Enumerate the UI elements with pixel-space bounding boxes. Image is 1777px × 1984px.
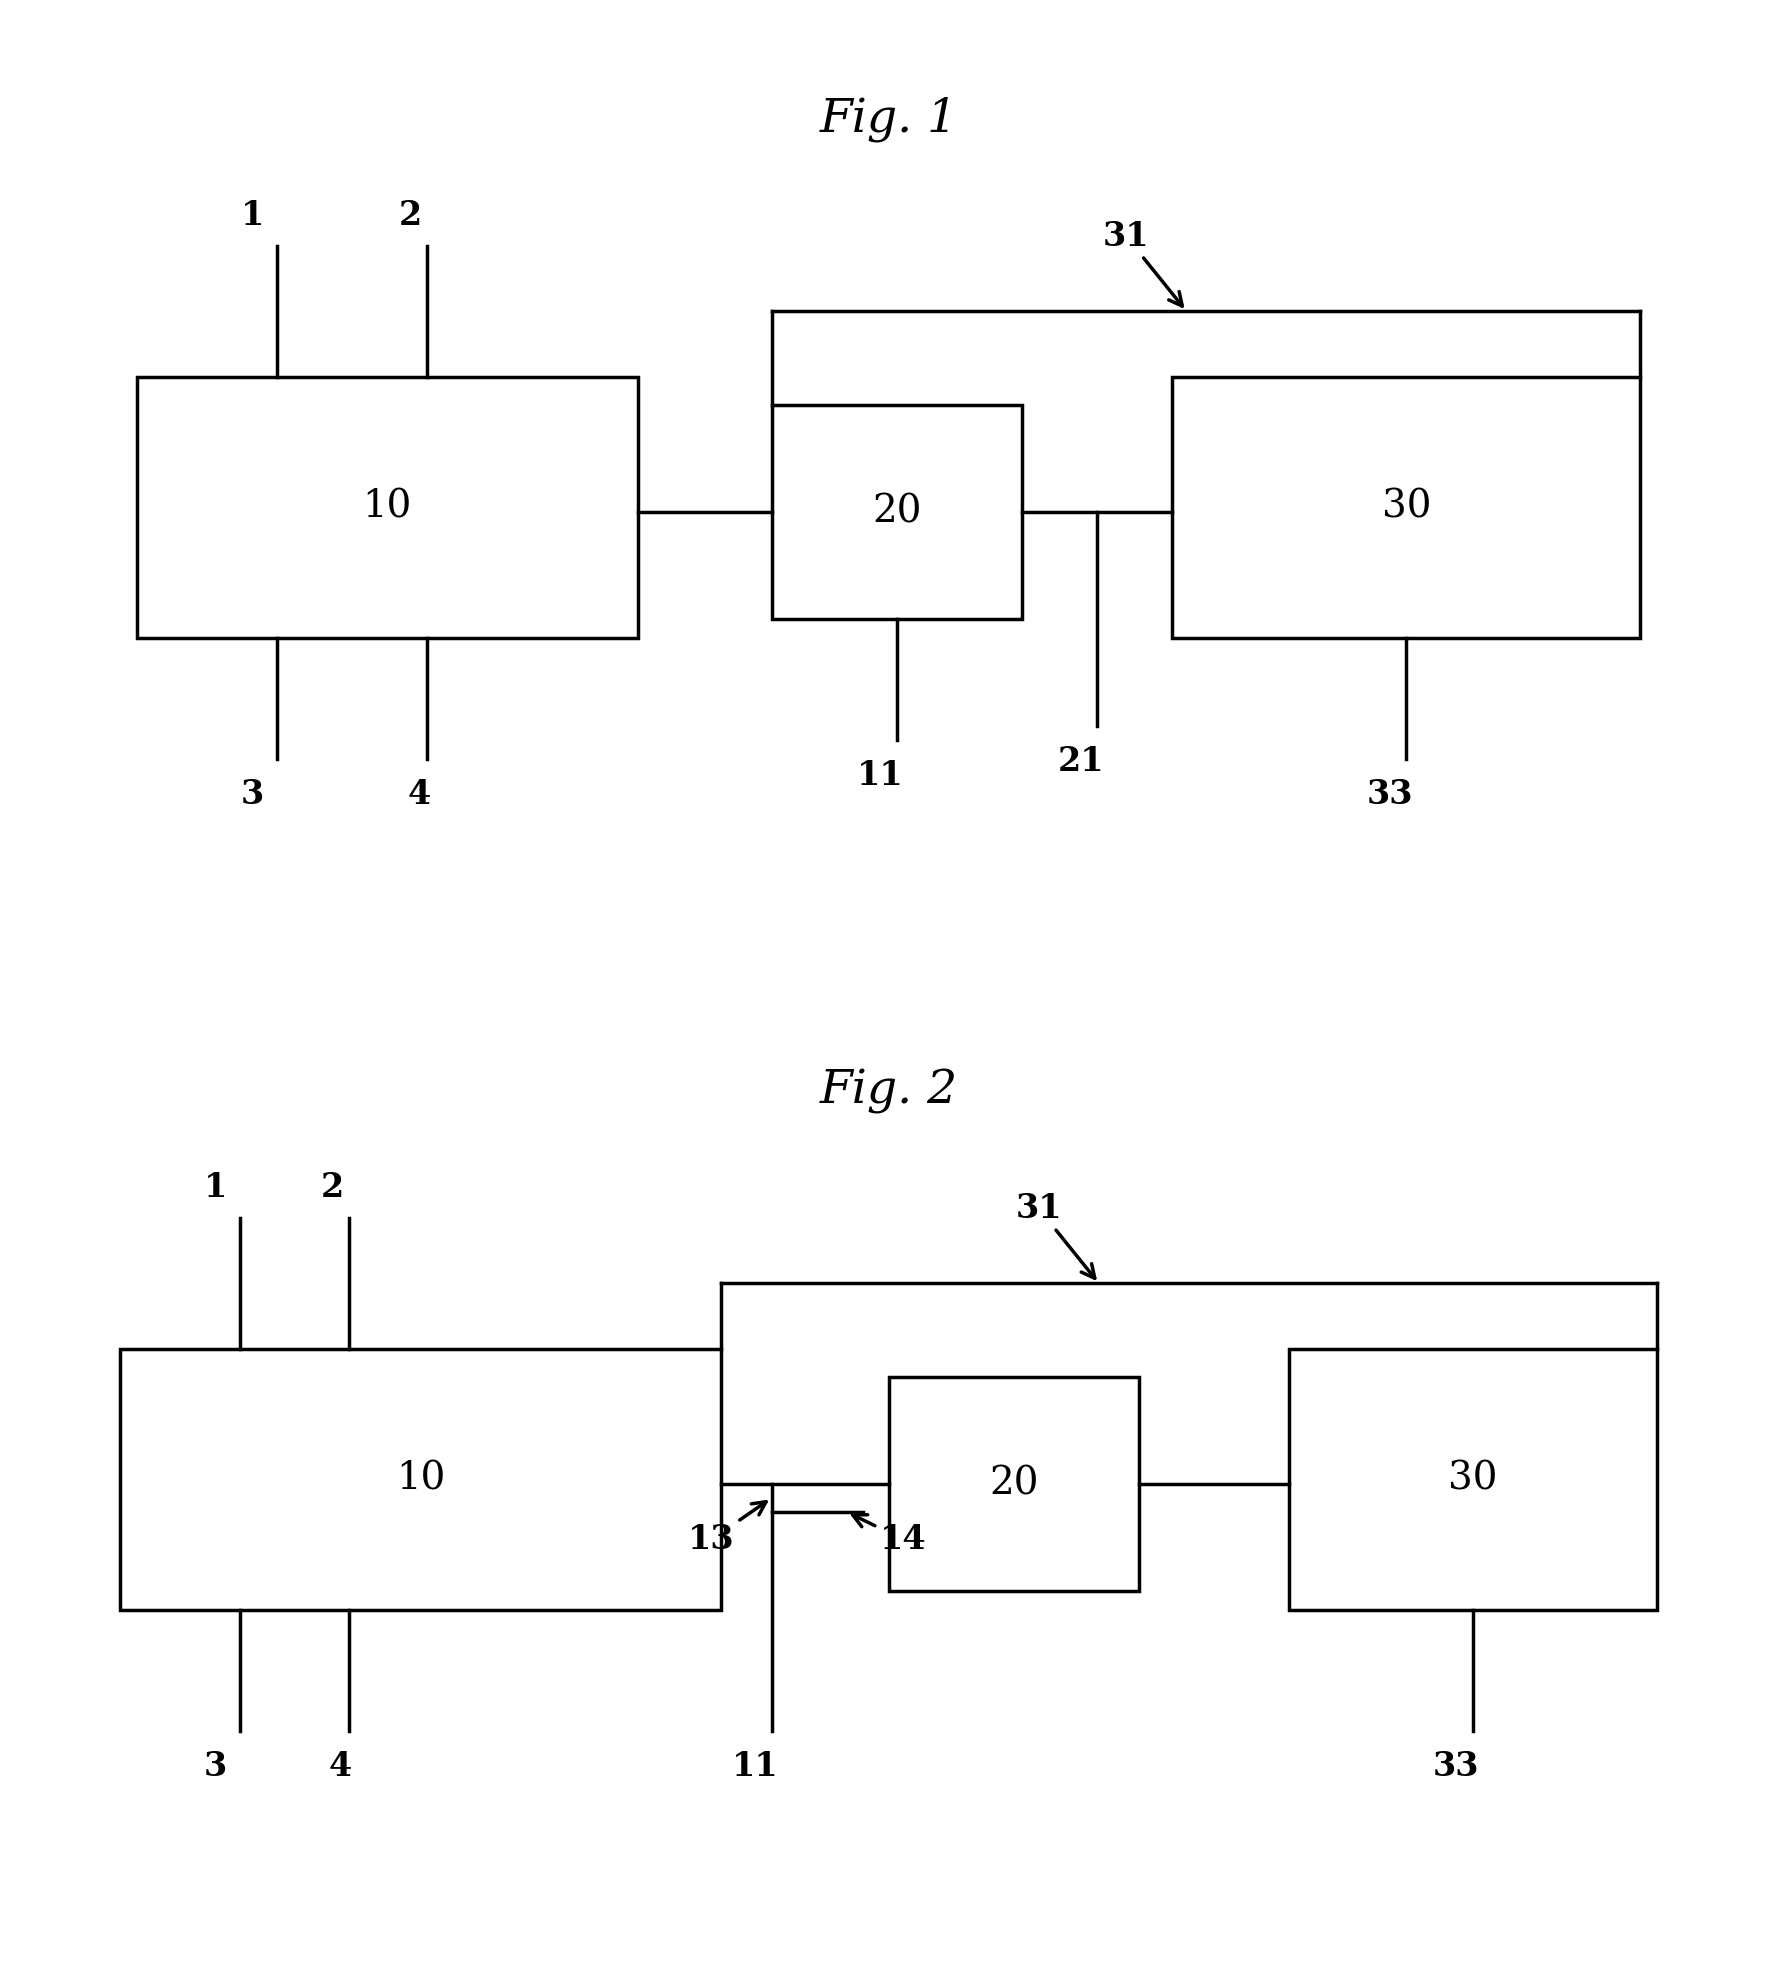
Text: 10: 10 [396, 1460, 446, 1498]
Bar [1173, 377, 1640, 637]
Bar [888, 1377, 1139, 1591]
Text: 30: 30 [1381, 488, 1430, 526]
Text: Fig. 1: Fig. 1 [819, 97, 958, 143]
Text: 4: 4 [329, 1750, 352, 1784]
Text: 2: 2 [320, 1171, 343, 1204]
Text: 31: 31 [1015, 1192, 1095, 1278]
Text: 14: 14 [853, 1514, 928, 1555]
Text: Fig. 2: Fig. 2 [819, 1069, 958, 1115]
Text: 3: 3 [240, 778, 263, 811]
Text: 21: 21 [1057, 744, 1104, 778]
Text: 10: 10 [363, 488, 412, 526]
Bar [771, 405, 1022, 619]
Text: 2: 2 [400, 198, 423, 232]
Bar [121, 1349, 721, 1609]
Bar [137, 377, 638, 637]
Text: 4: 4 [407, 778, 430, 811]
Text: 1: 1 [204, 1171, 227, 1204]
Text: 20: 20 [990, 1466, 1038, 1502]
Text: 1: 1 [240, 198, 263, 232]
Text: 13: 13 [688, 1502, 766, 1555]
Text: 33: 33 [1434, 1750, 1480, 1784]
Text: 20: 20 [873, 494, 922, 530]
Text: 11: 11 [732, 1750, 778, 1784]
Text: 11: 11 [857, 760, 903, 792]
Bar [1290, 1349, 1656, 1609]
Text: 33: 33 [1367, 778, 1413, 811]
Text: 3: 3 [204, 1750, 227, 1784]
Text: 30: 30 [1448, 1460, 1498, 1498]
Text: 31: 31 [1104, 220, 1182, 306]
